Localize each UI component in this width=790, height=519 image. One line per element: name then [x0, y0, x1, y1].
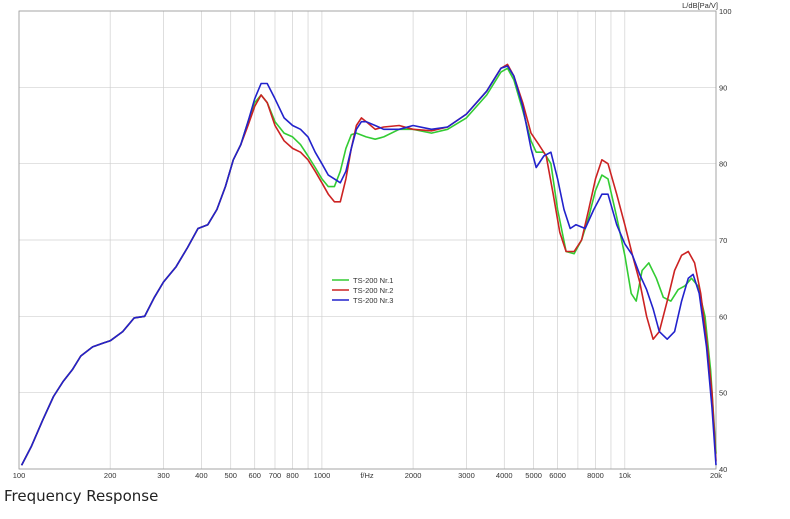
chart-svg: 100 200 300 400 500 600 700 800 1000 2000 3000 4000…	[13, 1, 732, 480]
legend-label: TS-200 Nr.3	[353, 296, 393, 305]
series-line	[20, 65, 717, 466]
x-tick-label: 10k	[619, 471, 631, 480]
y-tick-label: 60	[719, 312, 727, 321]
x-tick-label: 8000	[587, 471, 604, 480]
y-tick-label: 70	[719, 236, 727, 245]
series-line	[20, 63, 717, 466]
x-tick-label: 800	[286, 471, 299, 480]
y-axis-label: L/dB[Pa/V]	[682, 1, 718, 10]
plot-frame	[18, 10, 717, 470]
legend-label: TS-200 Nr.2	[353, 286, 393, 295]
y-tick-label: 40	[719, 465, 727, 474]
y-tick-label: 80	[719, 160, 727, 169]
figure-caption: Frequency Response	[4, 487, 159, 505]
x-axis-ticks: 100 200 300 400 500 600 700 800 1000 2000 3000 4000…	[13, 471, 723, 480]
frequency-response-chart: 100 200 300 400 500 600 700 800 1000 2000 3000 4000…	[13, 1, 732, 480]
series-layer	[20, 63, 717, 466]
x-tick-label: 100	[13, 471, 26, 480]
x-tick-label: 2000	[405, 471, 422, 480]
y-axis-ticks: 40 50 60 70 80 90 100	[719, 7, 732, 474]
x-tick-label: 5000	[525, 471, 542, 480]
x-tick-label: 400	[195, 471, 208, 480]
y-tick-label: 90	[719, 83, 727, 92]
x-tick-label: 600	[248, 471, 261, 480]
x-tick-label: 6000	[549, 471, 566, 480]
x-tick-label: 700	[269, 471, 282, 480]
x-tick-label: 500	[224, 471, 237, 480]
legend: TS-200 Nr.1TS-200 Nr.2TS-200 Nr.3	[332, 276, 393, 305]
x-tick-label: 4000	[496, 471, 513, 480]
x-tick-label: 20k	[710, 471, 722, 480]
x-tick-label: 3000	[458, 471, 475, 480]
y-tick-label: 50	[719, 389, 727, 398]
x-tick-label: 200	[104, 471, 117, 480]
x-tick-label: 1000	[314, 471, 331, 480]
x-tick-label: 300	[157, 471, 170, 480]
grid	[18, 10, 717, 470]
legend-label: TS-200 Nr.1	[353, 276, 393, 285]
y-tick-label: 100	[719, 7, 732, 16]
series-line	[20, 67, 717, 466]
x-axis-label: f/Hz	[360, 471, 374, 480]
